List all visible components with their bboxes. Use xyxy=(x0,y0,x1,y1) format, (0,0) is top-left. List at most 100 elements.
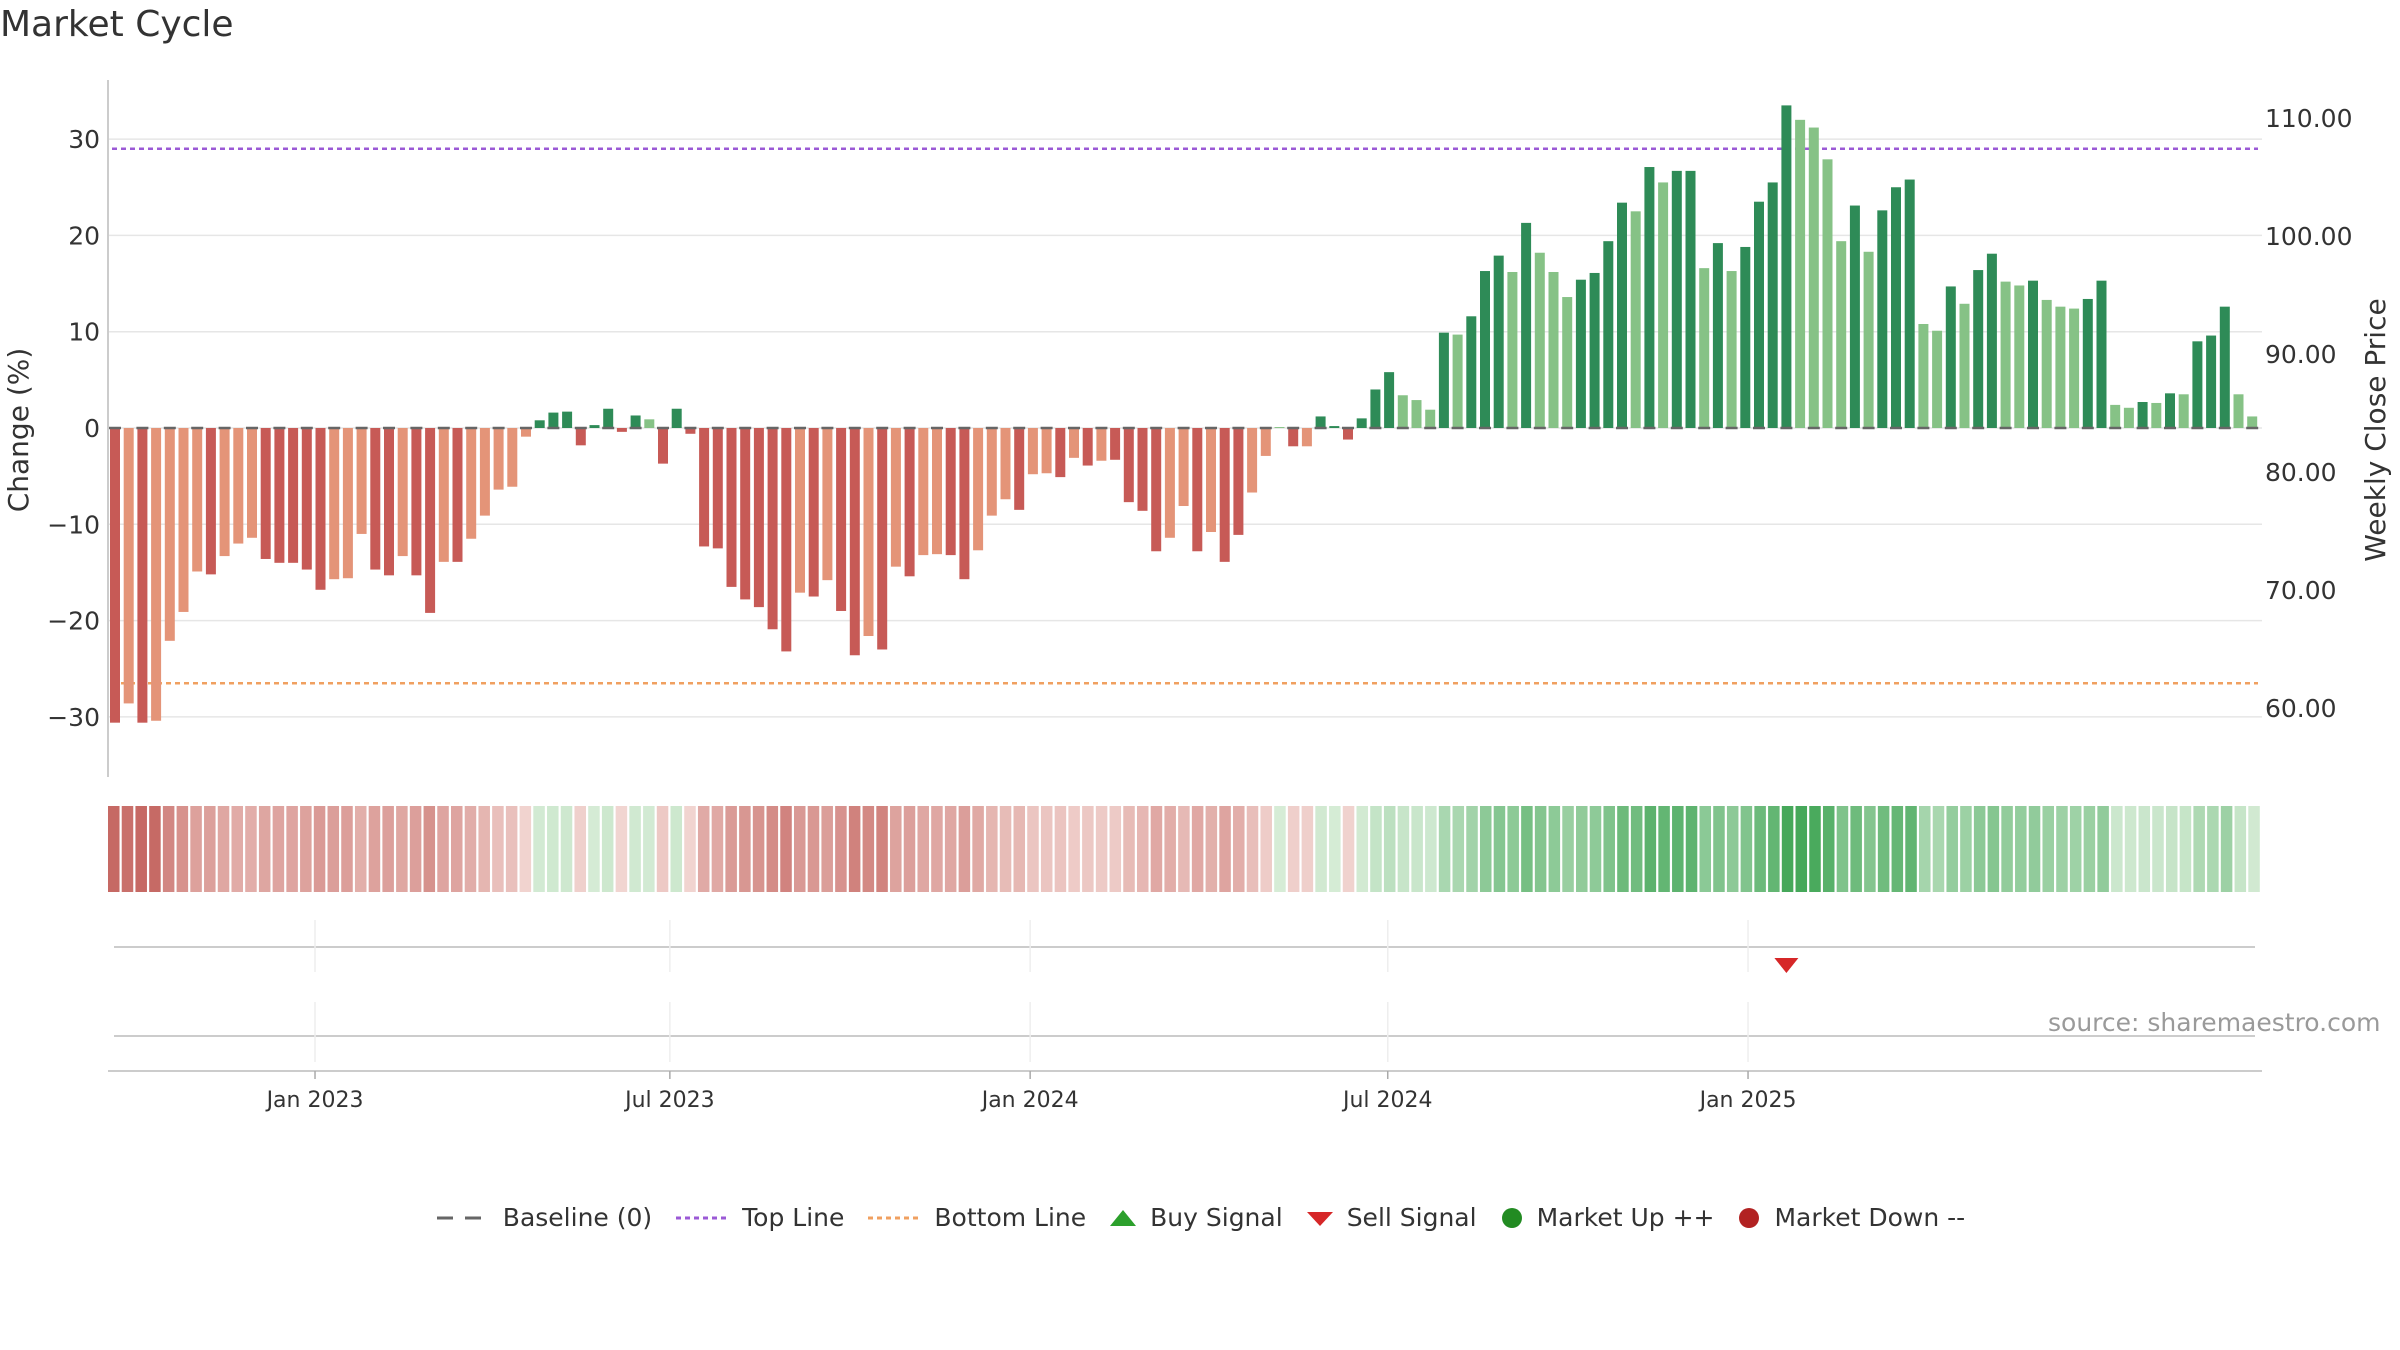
legend-label: Top Line xyxy=(742,1203,845,1232)
heat-cell xyxy=(766,806,779,892)
change-bar xyxy=(1027,428,1038,475)
heat-strip xyxy=(108,806,2260,892)
y-left-tick-label: 10 xyxy=(68,318,100,347)
heat-cell xyxy=(1479,806,1492,892)
heat-cell xyxy=(656,806,669,892)
change-bar xyxy=(658,428,668,464)
heat-cell xyxy=(684,806,696,892)
change-bar xyxy=(1589,272,1600,428)
x-axis-ticks: Jan 2023 Jul 2023 Jan 2024 Jul 2024 Jan 2025… xyxy=(265,1071,1796,1113)
heat-cell xyxy=(2111,806,2123,892)
change-bar xyxy=(849,428,860,656)
heat-cell xyxy=(327,806,340,892)
heat-cell xyxy=(1864,806,1876,892)
change-bar xyxy=(1740,246,1751,428)
heat-cell xyxy=(1466,806,1478,892)
heat-cell xyxy=(1576,806,1588,892)
change-bar xyxy=(918,428,929,556)
legend-label: Sell Signal xyxy=(1346,1203,1477,1232)
change-bar xyxy=(1452,334,1463,428)
heat-cell xyxy=(1521,806,1533,892)
heat-cell xyxy=(1246,806,1259,892)
legend-item-sell-signal: Sell Signal xyxy=(1305,1203,1477,1232)
change-bar xyxy=(397,428,408,557)
change-bar xyxy=(1918,323,1929,428)
change-bar xyxy=(603,408,614,428)
heat-cell xyxy=(2193,806,2205,892)
heat-cell xyxy=(944,806,957,892)
heat-cell xyxy=(2056,806,2068,892)
heat-cell xyxy=(2083,806,2096,892)
y-right-tick-label: 80.00 xyxy=(2265,458,2337,487)
change-bar xyxy=(1781,105,1792,429)
change-bar xyxy=(1795,119,1806,428)
change-bar xyxy=(1301,428,1312,447)
heat-cell xyxy=(835,806,847,892)
change-bar xyxy=(493,428,504,490)
change-bar xyxy=(534,420,545,428)
heat-cell xyxy=(1630,806,1643,892)
dotted-line-purple-icon xyxy=(676,1216,729,1219)
heat-cell xyxy=(588,806,600,892)
change-bar xyxy=(1575,279,1586,428)
legend-item-top-line: Top Line xyxy=(674,1203,844,1232)
y-left-tick-label: 30 xyxy=(68,125,100,154)
heat-cell xyxy=(876,806,888,892)
heat-cell xyxy=(204,806,216,892)
change-bar xyxy=(1137,428,1148,511)
heat-cell xyxy=(1136,806,1149,892)
heat-cell xyxy=(1658,806,1670,892)
change-bar xyxy=(1000,428,1011,500)
change-bar xyxy=(1712,243,1723,428)
heat-cell xyxy=(807,806,820,892)
heat-cell xyxy=(931,806,943,892)
heat-cell xyxy=(1672,806,1684,892)
change-bars xyxy=(110,105,2258,723)
change-bar xyxy=(2069,308,2080,428)
change-bar xyxy=(452,428,463,562)
change-bar xyxy=(2137,401,2148,428)
change-bar xyxy=(329,428,340,580)
heat-cell xyxy=(1960,806,1972,892)
y-right-tick-label: 90.00 xyxy=(2265,340,2337,369)
heat-cell xyxy=(711,806,724,892)
heat-cell xyxy=(1274,806,1286,892)
change-bar xyxy=(342,428,353,579)
change-bar xyxy=(1438,332,1449,428)
change-bar xyxy=(2110,404,2121,428)
change-bar xyxy=(1151,428,1162,552)
heat-cell xyxy=(2097,806,2109,892)
heat-cell xyxy=(2138,806,2151,892)
heat-cell xyxy=(341,806,353,892)
change-bar xyxy=(685,428,696,434)
change-bar xyxy=(274,428,285,563)
heat-cell xyxy=(1013,806,1026,892)
change-bar xyxy=(877,428,888,650)
heat-cell xyxy=(1411,806,1423,892)
change-bar xyxy=(178,428,189,612)
change-bar xyxy=(1260,428,1271,456)
heat-cell xyxy=(2001,806,2013,892)
sell-signal-marker xyxy=(1774,958,1799,973)
change-bar xyxy=(808,428,819,597)
heat-cell xyxy=(1301,806,1314,892)
change-bar xyxy=(986,428,997,516)
change-bar xyxy=(1411,400,1422,428)
heat-cell xyxy=(1891,806,1904,892)
change-bar xyxy=(945,428,956,556)
chart-title: Market Cycle xyxy=(0,4,234,45)
heat-cell xyxy=(1809,806,1821,892)
change-bar xyxy=(247,428,257,538)
change-bar xyxy=(1288,428,1299,447)
x-tick-label: Jan 2023 xyxy=(265,1088,364,1113)
heat-cell xyxy=(1987,806,2000,892)
change-bar xyxy=(315,428,326,590)
legend-item-bottom-line: Bottom Line xyxy=(866,1203,1086,1232)
heat-cell xyxy=(1534,806,1547,892)
heat-cell xyxy=(1205,806,1218,892)
heat-cell xyxy=(629,806,641,892)
change-bar xyxy=(562,411,573,428)
heat-cell xyxy=(986,806,998,892)
change-bar xyxy=(1343,428,1353,440)
heat-cell xyxy=(2179,806,2192,892)
